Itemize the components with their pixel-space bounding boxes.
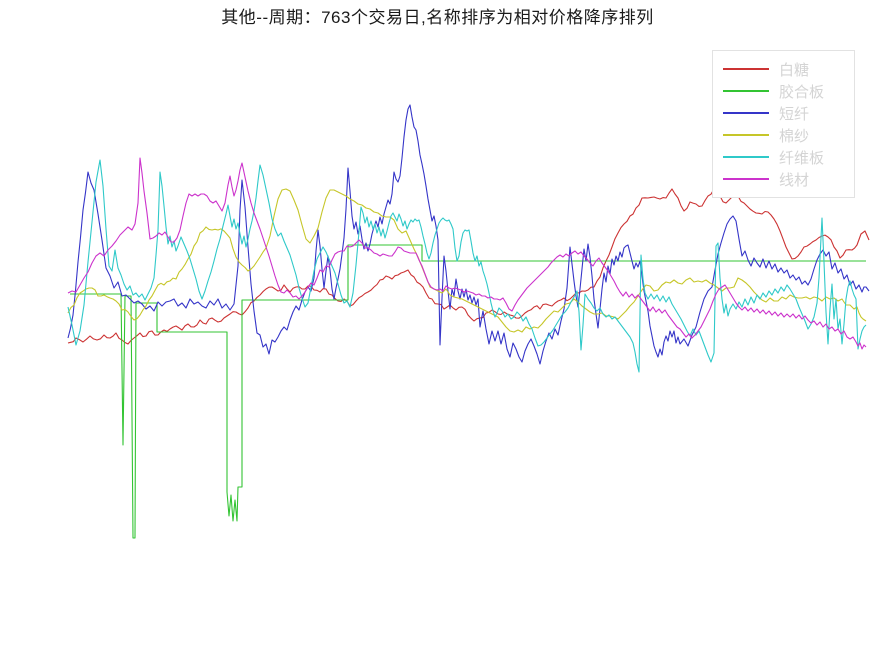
legend-line-swatch	[723, 90, 769, 92]
legend-item: 短纤	[723, 102, 844, 124]
legend-line-swatch	[723, 68, 769, 70]
series-line-短纤	[67, 104, 870, 365]
legend-item-label: 棉纱	[779, 127, 810, 145]
legend: 白糖胶合板短纤棉纱纤维板线材	[712, 50, 855, 198]
legend-line-swatch	[723, 178, 769, 180]
legend-item-label: 短纤	[779, 105, 810, 123]
legend-item-label: 线材	[779, 171, 810, 189]
series-line-纤维板	[67, 159, 867, 373]
legend-item: 白糖	[723, 58, 844, 80]
legend-item-label: 纤维板	[779, 149, 825, 167]
legend-item: 线材	[723, 168, 844, 190]
legend-line-swatch	[723, 134, 769, 136]
legend-item: 胶合板	[723, 80, 844, 102]
series-line-棉纱	[67, 188, 867, 333]
legend-line-swatch	[723, 156, 769, 158]
legend-line-swatch	[723, 112, 769, 114]
series-line-胶合板	[70, 244, 866, 539]
legend-item-label: 白糖	[779, 61, 810, 79]
legend-item-label: 胶合板	[779, 83, 825, 101]
series-line-线材	[67, 157, 867, 350]
chart-title: 其他--周期：763个交易日,名称排序为相对价格降序排列	[221, 8, 654, 27]
legend-item: 纤维板	[723, 146, 844, 168]
series-line-白糖	[67, 188, 870, 345]
legend-item: 棉纱	[723, 124, 844, 146]
